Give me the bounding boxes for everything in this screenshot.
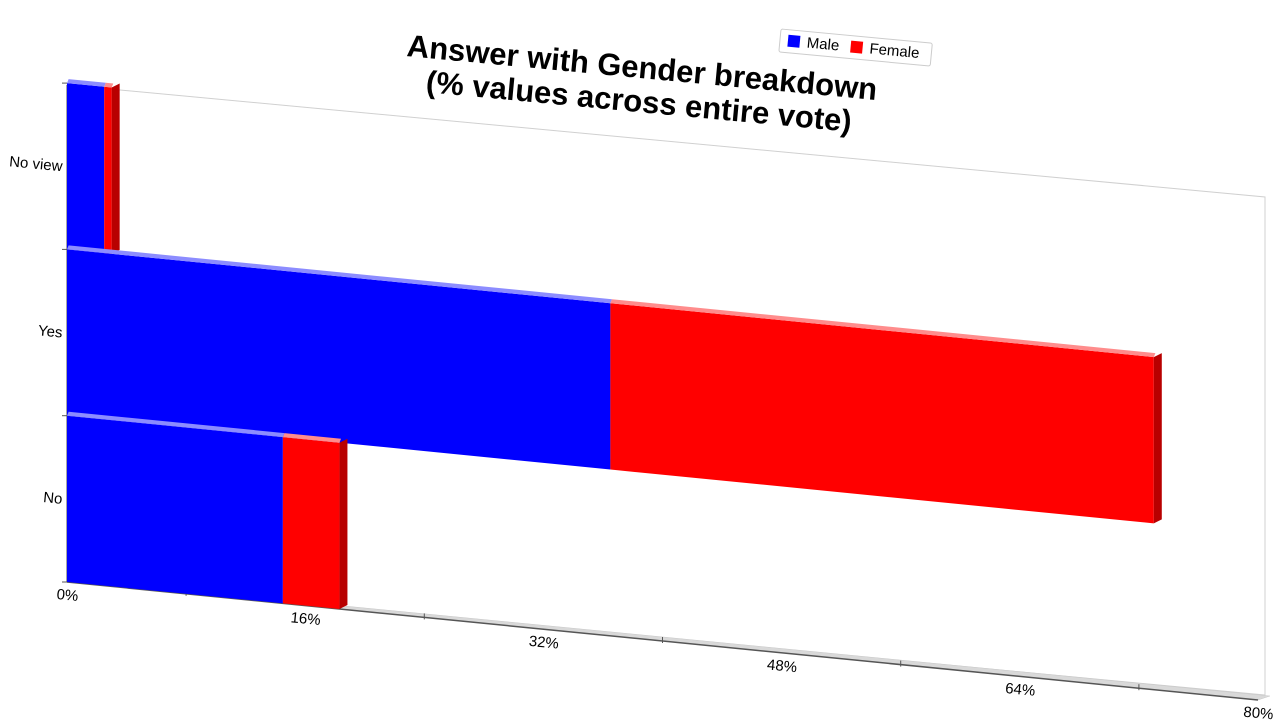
bar-side-face [339,438,348,609]
bar-side-face [111,83,120,254]
legend-label-female: Female [869,40,920,62]
bar-female-no[interactable] [282,437,340,609]
x-tick-label: 0% [56,586,79,605]
y-category-label: Yes [37,322,63,341]
bar-top-face [67,411,285,438]
bar-top-face [282,433,342,443]
x-tick-label: 32% [528,633,559,653]
bar-male-no[interactable] [67,415,283,604]
y-category-label: No [43,489,64,508]
legend[interactable]: Male Female [778,28,933,67]
bar-top-face [67,245,612,304]
x-tick-label: 16% [290,609,321,629]
bar-male-no-view[interactable] [67,83,105,254]
y-category-label: No view [9,153,64,175]
legend-swatch-female [850,40,864,54]
legend-swatch-male [787,34,801,48]
bar-side-face [1153,353,1162,524]
bar-top-face [104,82,114,88]
x-tick-label: 80% [1243,704,1274,720]
bar-top-face [67,79,106,87]
legend-label-male: Male [806,35,840,55]
x-tick-label: 64% [1004,680,1035,700]
bar-female-no-view[interactable] [104,86,112,254]
bar-male-yes[interactable] [67,249,611,470]
x-tick-label: 48% [766,656,797,676]
bar-top-face [610,299,1156,358]
bar-female-yes[interactable] [610,303,1154,524]
